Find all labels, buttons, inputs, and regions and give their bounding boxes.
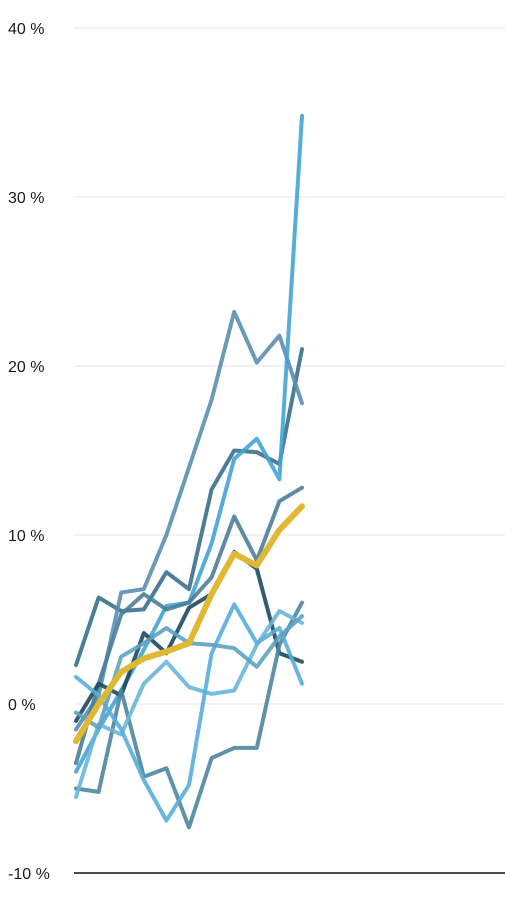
y-tick-label: 10 %: [8, 528, 44, 545]
y-tick-label: 30 %: [8, 190, 44, 207]
series-line-2: [74, 309, 304, 732]
y-tick-label: -10 %: [8, 866, 50, 883]
y-tick-label: 0 %: [8, 697, 36, 714]
series-line-4: [74, 485, 304, 766]
y-tick-label: 40 %: [8, 21, 44, 38]
y-tick-labels: 40 % 30 % 20 % 10 % 0 % -10 %: [8, 21, 50, 883]
y-tick-label: 20 %: [8, 359, 44, 376]
series-line-6: [74, 600, 304, 830]
series-line-5: [74, 549, 304, 723]
series-line-7: [74, 609, 304, 799]
series-lines: [73, 113, 305, 830]
highlight-series-line: [73, 503, 305, 745]
series-line-8: [74, 602, 304, 823]
gridlines: [74, 27, 505, 874]
series-line-3: [74, 113, 304, 774]
